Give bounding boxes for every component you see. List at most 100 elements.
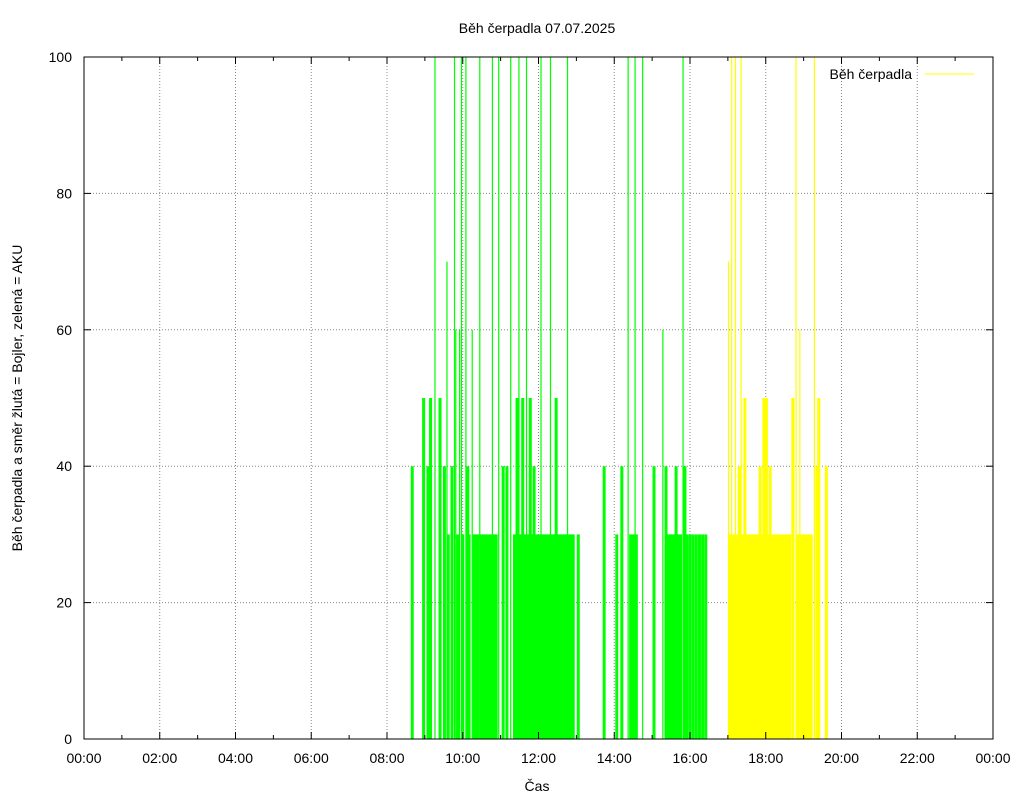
x-tick-label: 18:00 <box>748 750 783 766</box>
bar-bojler <box>748 534 752 739</box>
bar-aku <box>691 534 695 739</box>
bar-bojler <box>741 534 745 739</box>
bar-aku <box>620 466 624 739</box>
y-tick-label: 0 <box>64 731 72 747</box>
bar-aku <box>528 398 532 739</box>
x-tick-label: 02:00 <box>142 750 177 766</box>
bar-aku <box>629 534 633 739</box>
bar-bojler <box>813 57 815 739</box>
bar-bojler <box>770 534 774 739</box>
bar-bojler <box>758 466 762 739</box>
bar-aku <box>631 534 635 739</box>
bar-bojler <box>745 534 749 739</box>
bar-aku <box>456 534 460 739</box>
x-tick-label: 00:00 <box>66 750 101 766</box>
bar-bojler <box>752 534 756 739</box>
bar-aku <box>541 534 545 739</box>
y-tick-label: 60 <box>56 322 72 338</box>
bar-bojler <box>796 534 800 739</box>
bar-aku <box>537 534 541 739</box>
bar-bojler <box>764 398 768 739</box>
bar-aku <box>460 57 463 739</box>
bar-bojler <box>817 398 821 739</box>
bar-aku <box>550 534 554 739</box>
x-tick-label: 14:00 <box>597 750 632 766</box>
bar-bojler <box>727 261 730 739</box>
bar-bojler <box>804 534 808 739</box>
bar-aku <box>545 534 549 739</box>
bar-aku <box>510 57 512 739</box>
bar-aku <box>664 466 668 739</box>
bar-bojler <box>766 534 770 739</box>
x-tick-label: 00:00 <box>975 750 1010 766</box>
bar-aku <box>685 534 689 739</box>
bar-aku <box>547 534 551 739</box>
bar-bojler <box>728 534 732 739</box>
bar-aku <box>602 466 606 739</box>
bar-aku <box>471 329 473 739</box>
bar-bojler <box>734 57 737 739</box>
bar-bojler <box>737 466 741 739</box>
y-tick-label: 20 <box>56 595 72 611</box>
bar-aku <box>627 57 629 739</box>
bar-aku <box>467 534 471 739</box>
bar-aku <box>446 261 448 739</box>
bar-bojler <box>785 534 789 739</box>
bar-aku <box>666 534 670 739</box>
y-tick-label: 40 <box>56 458 72 474</box>
bar-bojler <box>773 534 777 739</box>
bar-bojler <box>760 534 764 739</box>
bar-aku <box>679 534 683 739</box>
bar-bojler <box>788 534 792 739</box>
bar-aku <box>523 534 527 739</box>
bar-aku <box>688 534 692 739</box>
bar-aku <box>505 466 509 739</box>
bar-aku <box>498 57 500 739</box>
y-tick-label: 80 <box>56 185 72 201</box>
bar-bojler <box>740 57 742 739</box>
bar-aku <box>474 534 478 739</box>
x-tick-label: 08:00 <box>369 750 404 766</box>
bar-aku <box>479 57 481 739</box>
bar-aku <box>532 466 536 739</box>
bar-bojler <box>762 398 766 739</box>
bar-aku <box>694 534 698 739</box>
bar-aku <box>455 329 457 739</box>
bar-bojler <box>799 329 801 739</box>
bar-bojler <box>731 57 733 739</box>
bar-aku <box>410 466 414 739</box>
bar-bojler <box>824 466 828 739</box>
bar-bojler <box>800 534 804 739</box>
x-tick-label: 22:00 <box>900 750 935 766</box>
bar-bojler <box>795 57 797 739</box>
bar-aku <box>525 57 528 739</box>
bar-bojler <box>778 534 782 739</box>
bar-aku <box>704 534 708 739</box>
bar-aku <box>642 57 644 739</box>
x-tick-label: 16:00 <box>672 750 707 766</box>
ticks: 00:00 02:00 04:00 06:00 08:00 10:00 12:00 14:00… <box>49 49 1011 766</box>
bar-bojler <box>809 534 813 739</box>
bar-bojler <box>807 534 811 739</box>
bar-aku <box>465 57 467 739</box>
bar-bojler <box>743 398 747 739</box>
x-axis-title: Čas <box>525 778 550 794</box>
bar-bojler <box>732 534 736 739</box>
bar-bojler <box>756 534 760 739</box>
bar-aku <box>571 534 575 739</box>
bar-bojler <box>781 534 785 739</box>
bar-bojler <box>768 466 772 739</box>
bar-aku <box>442 466 446 739</box>
bar-bojler <box>774 534 778 739</box>
bar-aku <box>652 466 656 739</box>
bar-aku <box>543 534 547 739</box>
bar-aku <box>450 466 454 739</box>
bar-aku <box>519 534 523 739</box>
bar-aku <box>554 398 558 739</box>
bar-aku <box>562 534 566 739</box>
bar-aku <box>683 466 687 739</box>
bars <box>410 57 828 739</box>
bar-aku <box>483 534 487 739</box>
bar-aku <box>489 534 493 739</box>
bar-bojler <box>815 466 819 739</box>
